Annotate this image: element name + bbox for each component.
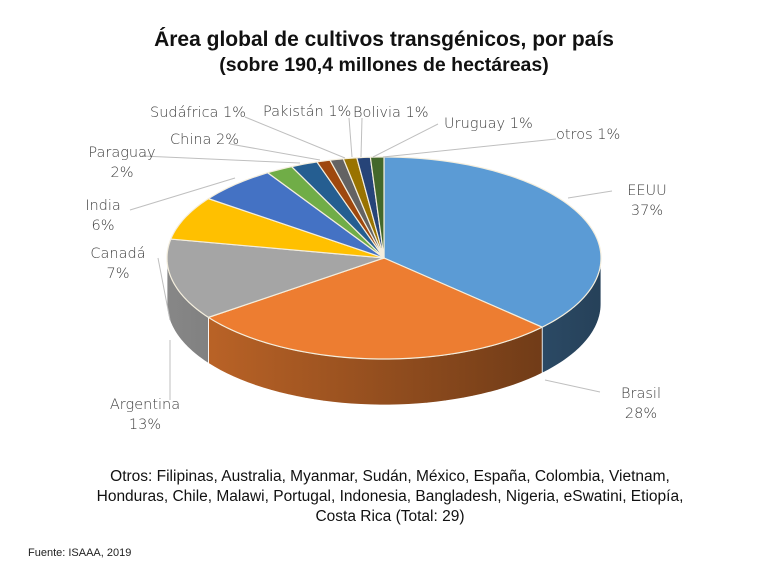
leader-line [129, 177, 236, 211]
footnote-line-3: Costa Rica (Total: 29) [315, 508, 465, 525]
leader-line [382, 138, 557, 158]
label-paraguay: Paraguay 2% [82, 143, 162, 183]
label-name: otros 1% [556, 127, 621, 143]
leader-line [360, 117, 363, 158]
slice-eeuu [383, 156, 602, 328]
label-name: Brasil [621, 386, 661, 402]
label-uruguay: Uruguay 1% [444, 114, 533, 134]
footnote-line-1: Otros: Filipinas, Australia, Myanmar, Su… [110, 468, 670, 485]
slice-china [291, 161, 385, 259]
label-eeuu: EEUU 37% [612, 181, 682, 221]
label-name: EEUU [627, 183, 667, 199]
leader-line [348, 117, 353, 158]
slice-paraguay [267, 166, 385, 259]
leader-line [544, 379, 601, 393]
leader-line [567, 190, 613, 199]
label-name: China 2% [170, 132, 240, 148]
label-china: China 2% [170, 130, 239, 150]
label-name: Argentina [109, 397, 181, 413]
label-name: Paraguay [88, 145, 156, 161]
leader-line [244, 116, 346, 159]
slice-india [207, 172, 385, 259]
label-bolivia: Bolivia 1% [353, 103, 429, 123]
label-pct: 13% [128, 417, 162, 433]
source-note: Fuente: ISAAA, 2019 [28, 547, 132, 559]
chart-subtitle: (sobre 190,4 millones de hectáreas) [219, 54, 549, 76]
label-name: Pakistán 1% [263, 104, 352, 120]
label-canada: Canadá 7% [78, 244, 158, 284]
label-pct: 37% [630, 203, 664, 219]
label-india: India 6% [78, 196, 128, 236]
label-otros: otros 1% [556, 125, 620, 145]
footnote-line-2: Honduras, Chile, Malawi, Portugal, Indon… [96, 488, 684, 505]
label-sudafrica: Sudáfrica 1% [150, 103, 246, 123]
leader-line [229, 143, 321, 161]
leader-line [372, 123, 439, 158]
label-name: Uruguay 1% [444, 116, 533, 132]
slice-argentina [166, 238, 385, 318]
label-name: Bolivia 1% [353, 105, 429, 121]
label-pct: 28% [624, 406, 658, 422]
label-pct: 2% [110, 165, 134, 181]
label-pct: 7% [106, 266, 130, 282]
slice-canadá [170, 198, 385, 259]
label-pakistan: Pakistán 1% [263, 102, 351, 122]
label-name: India [85, 198, 121, 214]
label-argentina: Argentina 13% [100, 395, 190, 435]
leader-line [141, 155, 301, 164]
label-name: Canadá [90, 246, 146, 262]
label-brasil: Brasil 28% [606, 384, 676, 424]
footnote: Otros: Filipinas, Australia, Myanmar, Su… [40, 467, 740, 527]
leader-line [157, 257, 171, 321]
slice-brasil [207, 257, 543, 360]
label-name: Sudáfrica 1% [150, 105, 247, 121]
chart-title: Área global de cultivos transgénicos, po… [154, 28, 614, 51]
label-pct: 6% [91, 218, 115, 234]
